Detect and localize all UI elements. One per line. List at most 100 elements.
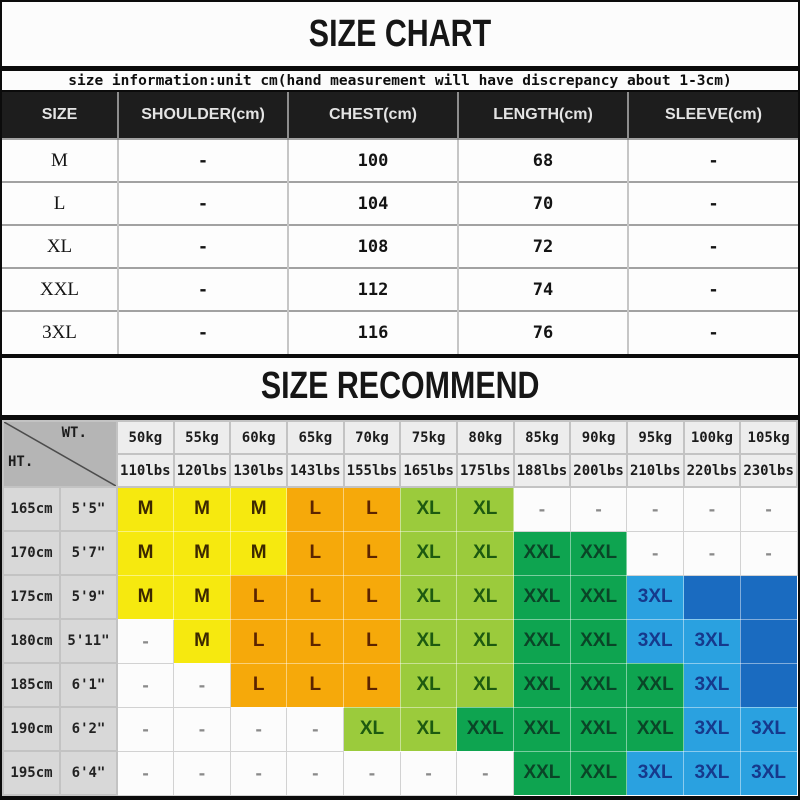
weight-lbs-header: 220lbs bbox=[682, 453, 742, 488]
weight-lbs-header: 143lbs bbox=[285, 453, 345, 488]
size-chart-cell-shoulder: - bbox=[117, 138, 288, 182]
recommend-cell: - bbox=[513, 486, 571, 532]
height-ft-cell: 5'11" bbox=[59, 618, 118, 664]
recommend-cell: - bbox=[569, 486, 628, 532]
size-chart-cell-chest: 100 bbox=[287, 138, 458, 182]
size-recommend-row: 185cm 6'1" - - L L L XL XL XXL XXL XXL 3XL bbox=[2, 662, 798, 708]
weight-lbs-header: 200lbs bbox=[569, 453, 628, 488]
height-cm-cell: 170cm bbox=[2, 530, 61, 576]
size-info-note: size information:unit cm(hand measuremen… bbox=[68, 72, 732, 89]
recommend-cell: - bbox=[683, 530, 741, 576]
height-ft-cell: 6'1" bbox=[59, 662, 118, 708]
height-cm-cell: 180cm bbox=[2, 618, 61, 664]
recommend-cell: L bbox=[343, 618, 401, 664]
size-chart-cell-shoulder: - bbox=[117, 310, 288, 354]
weight-lbs-header: 230lbs bbox=[739, 453, 798, 488]
weight-lbs-header: 120lbs bbox=[172, 453, 232, 488]
recommend-cell: - bbox=[173, 706, 231, 752]
weight-kg-header: 60kg bbox=[229, 420, 288, 455]
size-chart-title: SIZE CHART bbox=[308, 12, 492, 55]
size-chart-row: XL -108 72- bbox=[2, 224, 798, 268]
recommend-cell: XL bbox=[399, 530, 458, 576]
recommend-cell: 3XL bbox=[683, 750, 741, 796]
recommend-cell: - bbox=[229, 706, 288, 752]
size-chart-cell-sleeve: - bbox=[627, 138, 798, 182]
recommend-cell: 3XL bbox=[683, 618, 741, 664]
recommend-cell: XXL bbox=[513, 662, 571, 708]
size-chart-cell-length: 74 bbox=[457, 267, 628, 311]
recommend-cell: - bbox=[343, 750, 401, 796]
diagonal-line bbox=[4, 422, 116, 486]
size-chart-col-header: SHOULDER(cm) bbox=[117, 92, 288, 139]
recommend-cell: L bbox=[286, 618, 345, 664]
corner-weight-label: WT. bbox=[61, 425, 87, 441]
weight-kg-header: 70kg bbox=[342, 420, 402, 455]
size-recommend-row: 165cm 5'5" M M M L L XL XL - - - - - bbox=[2, 486, 798, 532]
recommend-cell: L bbox=[286, 662, 345, 708]
recommend-cell: - bbox=[116, 662, 175, 708]
height-cm-cell: 175cm bbox=[2, 574, 61, 620]
size-chart-table: SIZE SHOULDER(cm) CHEST(cm) LENGTH(cm) SLEEV… bbox=[2, 92, 798, 354]
corner-height-label: HT. bbox=[8, 454, 34, 470]
weight-lbs-header: 110lbs bbox=[116, 453, 175, 488]
recommend-cell: - bbox=[456, 750, 515, 796]
recommend-cell: XXL bbox=[513, 750, 571, 796]
recommend-cell: L bbox=[343, 574, 401, 620]
weight-kg-header: 75kg bbox=[399, 420, 458, 455]
recommend-cell: - bbox=[739, 486, 798, 532]
weight-lbs-header: 175lbs bbox=[455, 453, 515, 488]
size-chart-cell-sleeve: - bbox=[627, 224, 798, 268]
recommend-cell: L bbox=[286, 530, 345, 576]
recommend-cell: XL bbox=[456, 618, 515, 664]
recommend-cell: XL bbox=[399, 618, 458, 664]
recommend-cell: M bbox=[229, 486, 288, 532]
size-recommend-row: 195cm 6'4" - - - - - - - XXL XXL 3XL 3XL 3XL bbox=[2, 750, 798, 796]
weight-lbs-header: 210lbs bbox=[625, 453, 685, 488]
recommend-cell: - bbox=[739, 530, 798, 576]
recommend-cell: 3XL bbox=[626, 618, 685, 664]
recommend-cell: XL bbox=[456, 662, 515, 708]
recommend-cell: L bbox=[343, 530, 401, 576]
size-chart-col-header: SLEEVE(cm) bbox=[627, 92, 798, 139]
size-chart-cell-shoulder: - bbox=[117, 224, 288, 268]
recommend-cell: L bbox=[229, 618, 288, 664]
height-ft-cell: 5'5" bbox=[59, 486, 118, 532]
corner-cell: WT. HT. bbox=[2, 420, 118, 488]
size-chart-col-header: LENGTH(cm) bbox=[457, 92, 628, 139]
recommend-cell: XXL bbox=[513, 574, 571, 620]
size-chart-cell-size: M bbox=[2, 138, 118, 182]
height-ft-cell: 5'9" bbox=[59, 574, 118, 620]
height-ft-cell: 6'2" bbox=[59, 706, 118, 752]
weight-kg-header: 85kg bbox=[512, 420, 572, 455]
size-chart-cell-size: 3XL bbox=[2, 310, 118, 354]
recommend-cell: - bbox=[626, 486, 685, 532]
recommend-cell: - bbox=[286, 706, 345, 752]
size-recommend-title-band: SIZE RECOMMEND bbox=[2, 358, 798, 415]
recommend-cell bbox=[739, 618, 798, 664]
recommend-cell: M bbox=[229, 530, 288, 576]
recommend-cell: XL bbox=[456, 574, 515, 620]
size-chart-cell-length: 70 bbox=[457, 181, 628, 225]
recommend-cell: 3XL bbox=[739, 706, 798, 752]
size-recommend-row: 190cm 6'2" - - - - XL XL XXL XXL XXL XXL 3XL 3XL bbox=[2, 706, 798, 752]
recommend-cell: XL bbox=[456, 486, 515, 532]
size-recommend-row: 170cm 5'7" M M M L L XL XL XXL XXL - - - bbox=[2, 530, 798, 576]
weight-kg-header: 95kg bbox=[625, 420, 685, 455]
size-chart-body: M -100 68- L -104 70- XL -108 72- XXL -112 74-3XL -1… bbox=[2, 138, 798, 354]
recommend-cell: - bbox=[683, 486, 741, 532]
recommend-cell: - bbox=[399, 750, 458, 796]
recommend-cell: 3XL bbox=[683, 706, 741, 752]
size-chart-row: M -100 68- bbox=[2, 138, 798, 182]
recommend-cell: XL bbox=[456, 530, 515, 576]
recommend-cell: XXL bbox=[569, 662, 628, 708]
size-chart-cell-chest: 108 bbox=[287, 224, 458, 268]
recommend-cell: M bbox=[116, 574, 175, 620]
recommend-cell bbox=[683, 574, 741, 620]
recommend-cell: XXL bbox=[569, 618, 628, 664]
size-chart-cell-sleeve: - bbox=[627, 181, 798, 225]
recommend-cell: XXL bbox=[569, 706, 628, 752]
recommend-cell: M bbox=[116, 486, 175, 532]
size-chart-col-header: CHEST(cm) bbox=[287, 92, 458, 139]
recommend-cell: - bbox=[173, 750, 231, 796]
